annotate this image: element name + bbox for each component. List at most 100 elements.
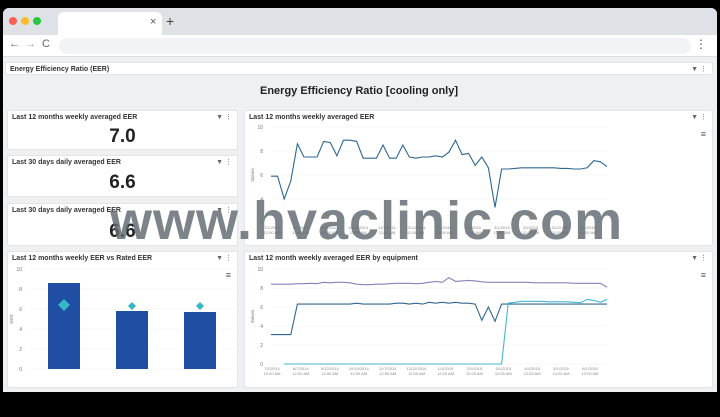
y-axis-label: Values	[250, 168, 255, 182]
url-input[interactable]	[59, 38, 691, 54]
x-tick-label: 12:00 AM	[493, 230, 510, 235]
kpi-card: Last 12 months weekly averaged EER ▼ ⋮ 7…	[7, 110, 238, 150]
back-icon[interactable]: ←	[9, 38, 20, 50]
x-tick-label: 2/1/2015	[465, 225, 481, 230]
x-tick-label: 8/7/2014	[293, 225, 309, 230]
x-tick-label: 12/12/2014	[407, 366, 428, 371]
more-icon[interactable]: ⋮	[700, 66, 707, 73]
x-tick-label: 10/19/2014	[348, 225, 369, 230]
banner-title: Energy Efficiency Ratio [cooling only]	[259, 85, 459, 97]
more-icon[interactable]: ⋮	[225, 207, 232, 214]
forward-icon[interactable]: →	[25, 38, 36, 50]
kpi-value: 6.6	[109, 172, 136, 193]
y-tick-label: 2	[260, 343, 263, 349]
equipment-eer-chart-panel: Last 12 month weekly averaged EER by equ…	[244, 251, 713, 388]
y-tick-label: 4	[260, 197, 263, 203]
y-tick-label: 0	[260, 362, 263, 368]
browser-menu-icon[interactable]: ⋮	[695, 37, 707, 51]
weekly-eer-chart-panel: Last 12 months weekly averaged EER ▼ ⋮ ≡	[244, 110, 713, 246]
x-tick-label: 8/7/2014	[293, 366, 309, 371]
y-tick-label: 10	[257, 267, 263, 273]
section-header: Energy Efficiency Ratio (EER) ▼ ⋮	[5, 62, 713, 75]
close-window-button[interactable]	[9, 17, 17, 25]
chart-menu-icon[interactable]: ≡	[700, 129, 706, 139]
x-tick-label: 5/1/2015	[553, 366, 569, 371]
x-tick-label: 11/7/2014	[379, 366, 397, 371]
x-tick-label: 2/1/2015	[467, 366, 483, 371]
x-tick-label: 5/1/2015	[551, 225, 567, 230]
x-tick-label: 12:00 AM	[407, 230, 424, 235]
chart-menu-icon[interactable]: ≡	[225, 270, 231, 280]
x-tick-label: 12:00 AM	[436, 230, 453, 235]
x-tick-label: 12:00 AM	[292, 230, 309, 235]
series-line	[271, 301, 607, 336]
y-tick-label: 2	[19, 347, 22, 353]
chart-title: Last 12 month weekly averaged EER by equ…	[249, 255, 418, 262]
minimize-window-button[interactable]	[21, 17, 29, 25]
bar	[48, 283, 80, 369]
x-tick-label: 9/12/2014	[321, 225, 340, 230]
x-tick-label: 12:00 AM	[321, 371, 338, 376]
kpi-card: Last 30 days daily averaged EER ▼ ⋮ 6.6	[7, 203, 238, 246]
filter-icon[interactable]: ▼	[216, 159, 224, 166]
x-tick-label: 4/1/2015	[524, 366, 540, 371]
section-tools: ▼ ⋮	[691, 65, 707, 73]
y-tick-label: 2	[260, 221, 263, 227]
y-tick-label: 10	[257, 125, 263, 131]
close-tab-icon[interactable]: ×	[150, 16, 157, 28]
x-tick-label: 12:00 AM	[378, 230, 395, 235]
more-icon[interactable]: ⋮	[700, 255, 707, 262]
x-tick-label: 12:00 AM	[264, 371, 281, 376]
filter-icon[interactable]: ▼	[691, 66, 699, 73]
more-icon[interactable]: ⋮	[225, 114, 232, 121]
rated-eer-marker	[128, 302, 136, 310]
reload-icon[interactable]: C	[42, 38, 50, 50]
new-tab-button[interactable]: +	[166, 13, 175, 29]
kpi-title: Last 12 months weekly averaged EER	[12, 114, 138, 121]
kpi-value: 6.6	[109, 221, 136, 242]
more-icon[interactable]: ⋮	[700, 114, 707, 121]
address-bar: ← → C ⋮	[3, 35, 717, 57]
section-title: Energy Efficiency Ratio (EER)	[10, 66, 110, 73]
x-tick-label: 6/1/2015	[582, 366, 598, 371]
y-tick-label: 6	[260, 305, 263, 311]
filter-icon[interactable]: ▼	[691, 114, 699, 121]
more-icon[interactable]: ⋮	[225, 255, 232, 262]
x-tick-label: 11/7/2014	[378, 225, 396, 230]
y-tick-label: 0	[19, 367, 22, 373]
x-tick-label: 7/1/2014	[264, 225, 280, 230]
more-icon[interactable]: ⋮	[225, 159, 232, 166]
filter-icon[interactable]: ▼	[216, 255, 224, 262]
maximize-window-button[interactable]	[33, 17, 41, 25]
x-tick-label: 12:00 AM	[466, 371, 483, 376]
x-tick-label: 12:00 AM	[437, 371, 454, 376]
y-tick-label: 4	[260, 324, 263, 330]
x-tick-label: 6/1/2015	[580, 225, 596, 230]
x-tick-label: 12:00 AM	[379, 371, 396, 376]
y-tick-label: 8	[260, 149, 263, 155]
y-tick-label: 10	[16, 267, 22, 273]
filter-icon[interactable]: ▼	[691, 255, 699, 262]
kpi-title: Last 30 days daily averaged EER	[12, 159, 121, 166]
x-tick-label: 12:00 AM	[350, 371, 367, 376]
x-tick-label: 12:00 AM	[264, 230, 281, 235]
chart-menu-icon[interactable]: ≡	[700, 270, 706, 280]
browser-tab[interactable]	[58, 12, 162, 35]
x-tick-label: 10/19/2014	[349, 366, 370, 371]
y-tick-label: 4	[19, 327, 22, 333]
x-tick-label: 9/12/2014	[321, 366, 340, 371]
x-tick-label: 12:00 AM	[321, 230, 338, 235]
y-tick-label: 8	[260, 286, 263, 292]
y-tick-label: 6	[260, 173, 263, 179]
x-tick-label: 12:00 AM	[580, 230, 597, 235]
y-tick-label: 6	[19, 307, 22, 313]
x-tick-label: 12:00 AM	[292, 371, 309, 376]
bar	[184, 312, 216, 369]
x-tick-label: 12:00 AM	[465, 230, 482, 235]
x-tick-label: 12:00 AM	[582, 371, 599, 376]
kpi-value: 7.0	[109, 126, 136, 147]
filter-icon[interactable]: ▼	[216, 207, 224, 214]
filter-icon[interactable]: ▼	[216, 114, 224, 121]
tab-bar: × +	[3, 8, 717, 35]
